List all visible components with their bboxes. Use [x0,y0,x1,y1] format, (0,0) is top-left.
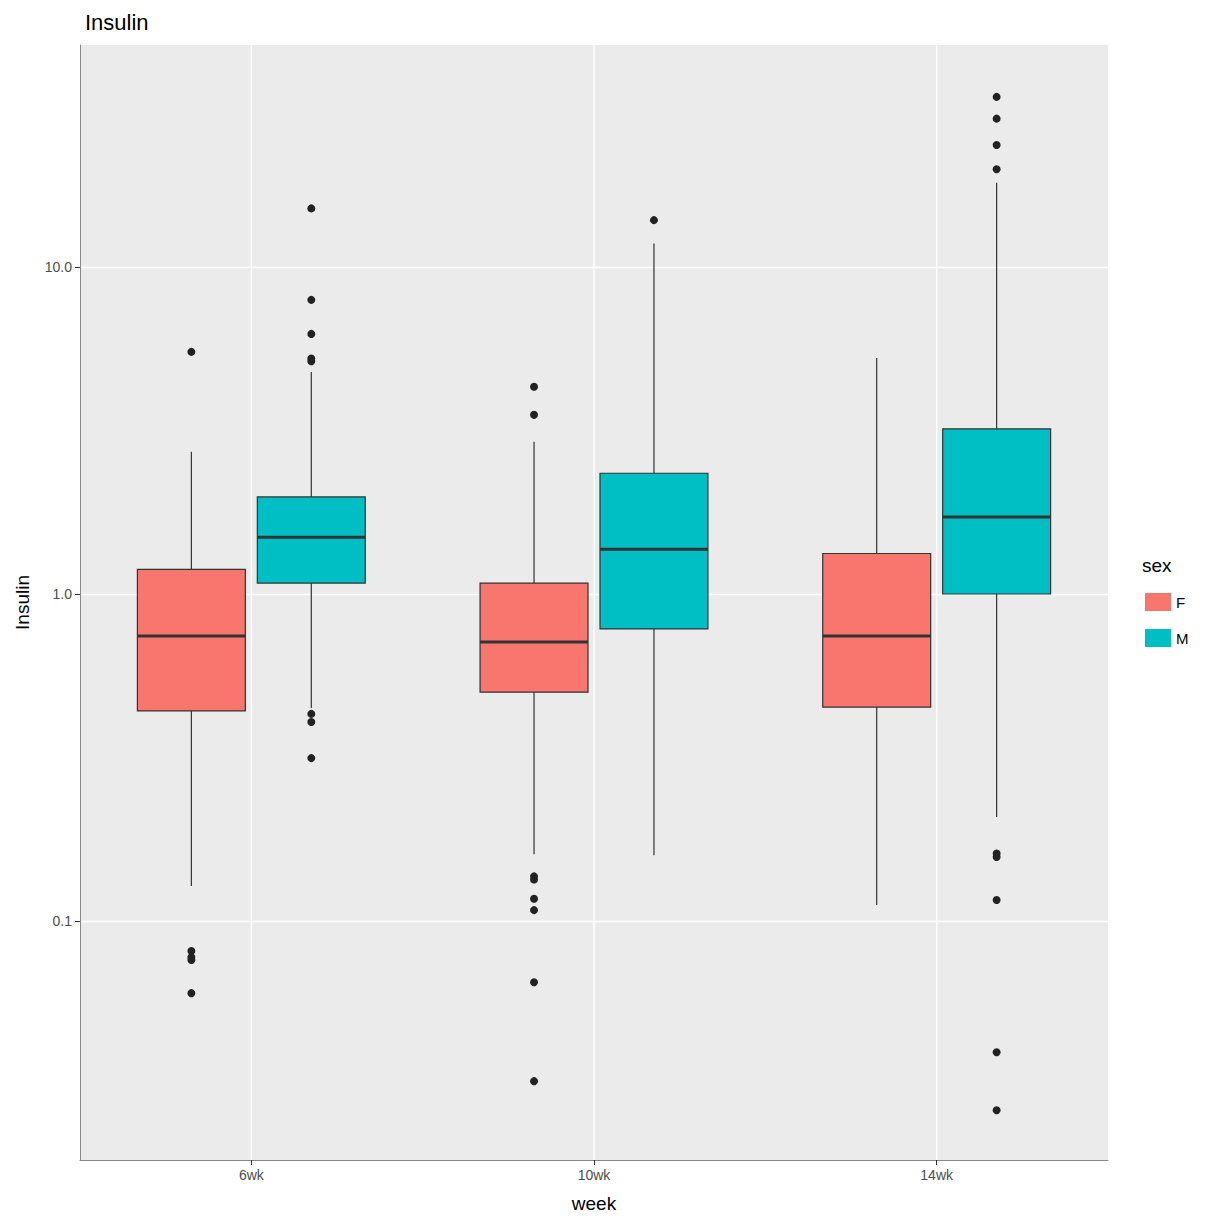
svg-text:Insulin: Insulin [85,10,149,35]
svg-text:F: F [1176,594,1185,611]
svg-text:0.1: 0.1 [53,913,73,929]
svg-text:Insulin: Insulin [12,575,33,630]
svg-text:week: week [571,1193,617,1214]
svg-text:1.0: 1.0 [53,586,73,602]
svg-text:14wk: 14wk [920,1167,954,1183]
svg-text:10wk: 10wk [578,1167,612,1183]
svg-text:10.0: 10.0 [45,259,72,275]
svg-text:6wk: 6wk [239,1167,265,1183]
svg-text:sex: sex [1142,555,1172,576]
svg-text:M: M [1176,630,1189,647]
